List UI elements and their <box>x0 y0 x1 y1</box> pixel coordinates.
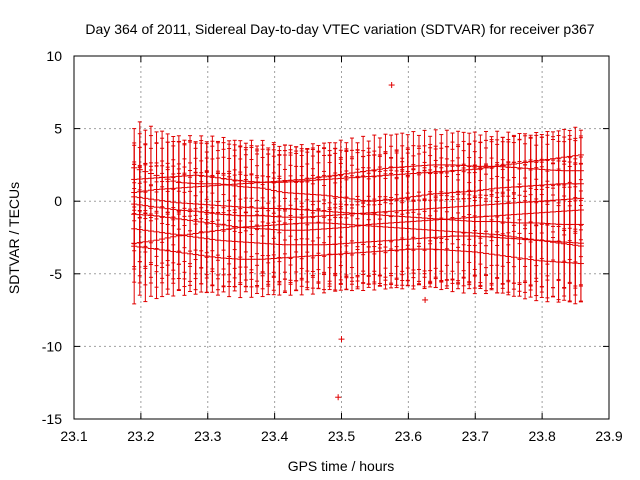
y-tick-label: -5 <box>50 266 63 282</box>
x-tick-label: 23.7 <box>462 428 489 444</box>
x-tick-label: 23.6 <box>395 428 422 444</box>
y-tick-label: 0 <box>54 193 62 209</box>
axis-ticks: 23.1 23.2 23.3 23.4 23.5 23.6 23.7 23.8 23.9 -15 -… <box>42 48 623 444</box>
outlier-points <box>335 82 429 401</box>
x-tick-label: 23.3 <box>194 428 221 444</box>
y-tick-label: 10 <box>46 48 62 64</box>
x-tick-label: 23.2 <box>127 428 154 444</box>
y-tick-label: -15 <box>42 411 62 427</box>
x-axis-label: GPS time / hours <box>288 458 395 474</box>
x-tick-label: 23.1 <box>60 428 87 444</box>
x-tick-label: 23.8 <box>529 428 556 444</box>
y-tick-label: 5 <box>54 121 62 137</box>
y-axis-label: SDTVAR / TECUs <box>6 182 22 294</box>
data-series <box>131 82 584 401</box>
x-tick-label: 23.4 <box>261 428 288 444</box>
chart-title: Day 364 of 2011, Sidereal Day-to-day VTE… <box>85 21 594 37</box>
series-track-9 <box>131 162 584 305</box>
x-tick-label: 23.5 <box>328 428 355 444</box>
x-tick-label: 23.9 <box>595 428 622 444</box>
y-tick-label: -10 <box>42 338 62 354</box>
